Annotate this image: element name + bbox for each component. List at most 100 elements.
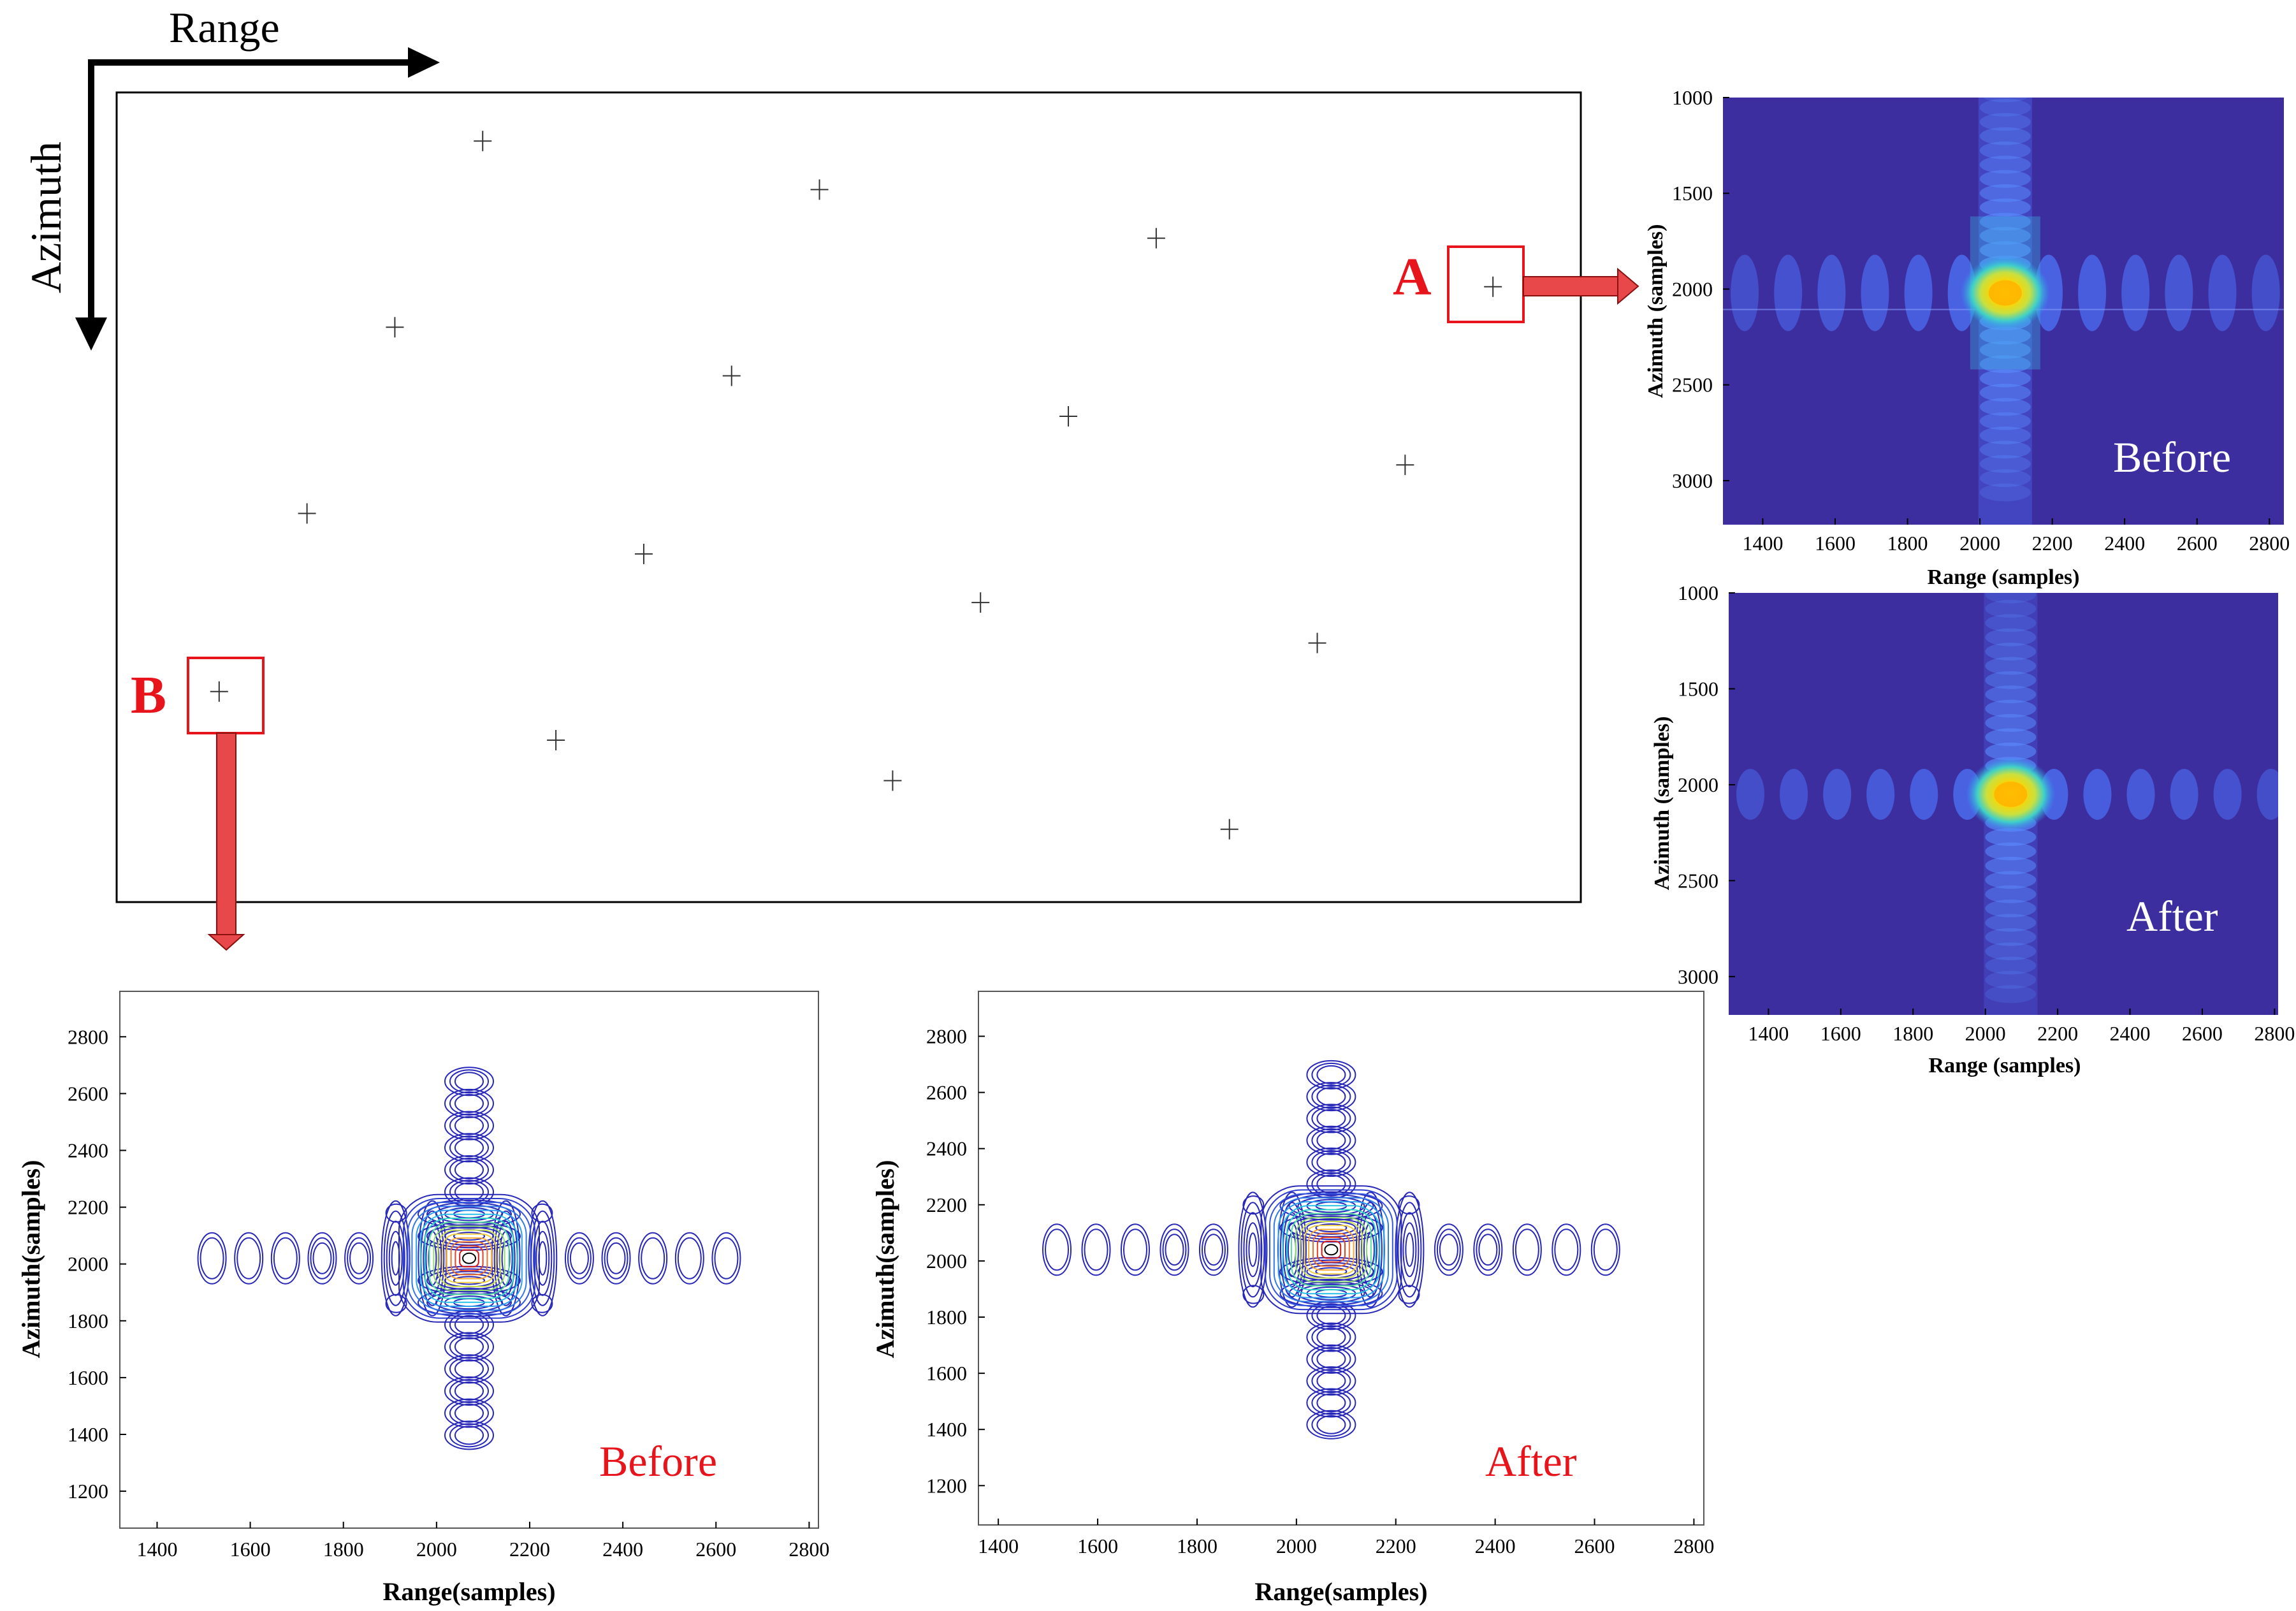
range-sidelobe-contour [1081, 1223, 1111, 1276]
azimuth-sidelobe-contour [1306, 1388, 1356, 1418]
azimuth-sidelobe-contour [444, 1155, 494, 1185]
marker-a-arrow-shaft [1523, 276, 1620, 296]
ytick-label: 1800 [68, 1309, 108, 1332]
azimuth-sidelobe-contour [1288, 1259, 1374, 1284]
azimuth-sidelobe-contour [1306, 1366, 1356, 1396]
azimuth-sidelobe [1985, 842, 2037, 861]
azimuth-sidelobe-contour [1316, 1371, 1346, 1391]
marker-a-box[interactable] [1447, 245, 1525, 323]
ytick-label: 1500 [1672, 182, 1713, 205]
azimuth-sidelobe-contour [454, 1359, 484, 1379]
range-sidelobe-contour [601, 1232, 631, 1285]
azimuth-sidelobe-contour [454, 1093, 484, 1113]
azimuth-sidelobe [1979, 398, 2031, 416]
heatmap-before-plot [1723, 98, 2284, 525]
point-targets [210, 131, 1502, 840]
marker-b-box[interactable] [187, 657, 265, 734]
azimuth-sidelobe-contour [449, 1179, 489, 1204]
mainlobe-contour [398, 1193, 540, 1323]
range-sidelobe-contour [1395, 1192, 1425, 1308]
range-sidelobe-contour [1554, 1228, 1579, 1271]
mainlobe-peak-marker [462, 1252, 476, 1264]
azimuth-sidelobe [1979, 127, 2031, 145]
diagonal-sidelobe-contour [1398, 1195, 1420, 1215]
heatmap-before-badge: Before [2113, 433, 2231, 481]
contour-before-panel: 1400 1600 1800 2000 2200 2400 2600 2800 1200 1400… [17, 991, 829, 1606]
range-sidelobe [1736, 768, 1765, 820]
range-sidelobe [1817, 254, 1846, 332]
azimuth-sidelobe [1985, 928, 2037, 946]
diagonal-sidelobe-contour [531, 1203, 553, 1223]
azimuth-sidelobe-contour [1311, 1084, 1351, 1109]
azimuth-sidelobe-contour [449, 1357, 489, 1381]
xtick-label: 2200 [2032, 532, 2073, 555]
range-sidelobe-contour [310, 1237, 335, 1279]
range-sidelobe-contour [1358, 1202, 1383, 1298]
azimuth-sidelobe [1979, 198, 2031, 217]
mainlobe-contour [433, 1225, 505, 1292]
range-sidelobe [1780, 768, 1808, 820]
ytick-label: 1000 [1678, 581, 1718, 604]
azimuth-sidelobe-contour [1288, 1215, 1374, 1240]
marker-b-arrow-shaft [216, 733, 236, 937]
xtick-label: 2800 [788, 1538, 829, 1561]
azimuth-arrow-head [75, 317, 107, 351]
azimuth-sidelobe-contour [426, 1268, 512, 1293]
contour-before-xlabel: Range(samples) [382, 1577, 555, 1606]
azimuth-sidelobe-contour [449, 1378, 489, 1403]
contour-after-panel: 1400 1600 1800 2000 2200 2400 2600 2800 1200 1400… [871, 991, 1714, 1606]
azimuth-sidelobe [1985, 714, 2037, 733]
heatmap-after-xlabel: Range (samples) [1929, 1054, 2081, 1077]
azimuth-sidelobe [1985, 914, 2037, 932]
azimuth-sidelobe-contour [449, 1091, 489, 1116]
range-sidelobe [1910, 768, 1938, 820]
ytick-label: 2000 [68, 1253, 108, 1276]
contour-after-ylabel: Azimuth(samples) [871, 1160, 899, 1358]
mainlobe-contour [1295, 1216, 1368, 1283]
azimuth-sidelobe-contour [454, 1425, 484, 1445]
azimuth-sidelobe-contour [435, 1204, 503, 1224]
range-sidelobe-contour [1512, 1223, 1542, 1276]
mainlobe-contour [446, 1237, 493, 1279]
ytick-label: 1600 [68, 1366, 108, 1389]
range-sidelobe-contour [386, 1220, 405, 1296]
range-sidelobe-contour [1042, 1223, 1072, 1276]
azimuth-sidelobe-contour [454, 1160, 484, 1179]
ytick-label: 1000 [1672, 86, 1713, 109]
range-arrow-head [408, 47, 440, 78]
azimuth-sidelobe-contour [454, 1072, 484, 1091]
range-sidelobe-contour [1515, 1228, 1539, 1271]
mainlobe-contour [1286, 1209, 1376, 1291]
xtick-label: 1400 [1742, 532, 1783, 555]
ytick-label: 2000 [926, 1250, 967, 1272]
azimuth-sidelobe [1985, 856, 2037, 875]
range-sidelobe-contour [200, 1237, 224, 1279]
azimuth-sidelobe-contour [444, 1088, 494, 1118]
xtick-label: 2200 [509, 1538, 550, 1561]
contour-after-plot [1042, 1060, 1620, 1440]
heatmap-after-badge: After [2126, 892, 2218, 940]
azimuth-sidelobe-contour [454, 1182, 484, 1202]
range-sidelobe [1823, 768, 1852, 820]
range-sidelobe-contour [533, 1220, 553, 1296]
range-sidelobe [2121, 254, 2150, 332]
range-sidelobe-contour [1162, 1228, 1187, 1271]
ytick-label: 1500 [1678, 677, 1718, 700]
mainlobe-contour [407, 1202, 532, 1315]
azimuth-sidelobe [1985, 956, 2037, 975]
range-sidelobe-contour [1400, 1212, 1420, 1288]
range-sidelobe-contour [1165, 1234, 1184, 1266]
range-sidelobe-contour [1402, 1222, 1417, 1278]
range-sidelobe-contour [638, 1232, 668, 1285]
azimuth-sidelobe-contour [453, 1232, 485, 1241]
xtick-label: 2200 [1376, 1534, 1416, 1557]
azimuth-sidelobe-contour [454, 1138, 484, 1158]
azimuth-sidelobe-contour [1316, 1393, 1346, 1413]
azimuth-sidelobe [1979, 340, 2031, 359]
diagonal-sidelobe-contour [385, 1294, 407, 1313]
azimuth-sidelobe [1985, 742, 2037, 761]
marker-b-label: B [131, 666, 166, 725]
ytick-label: 3000 [1672, 469, 1713, 492]
range-sidelobe-contour [1590, 1223, 1620, 1276]
